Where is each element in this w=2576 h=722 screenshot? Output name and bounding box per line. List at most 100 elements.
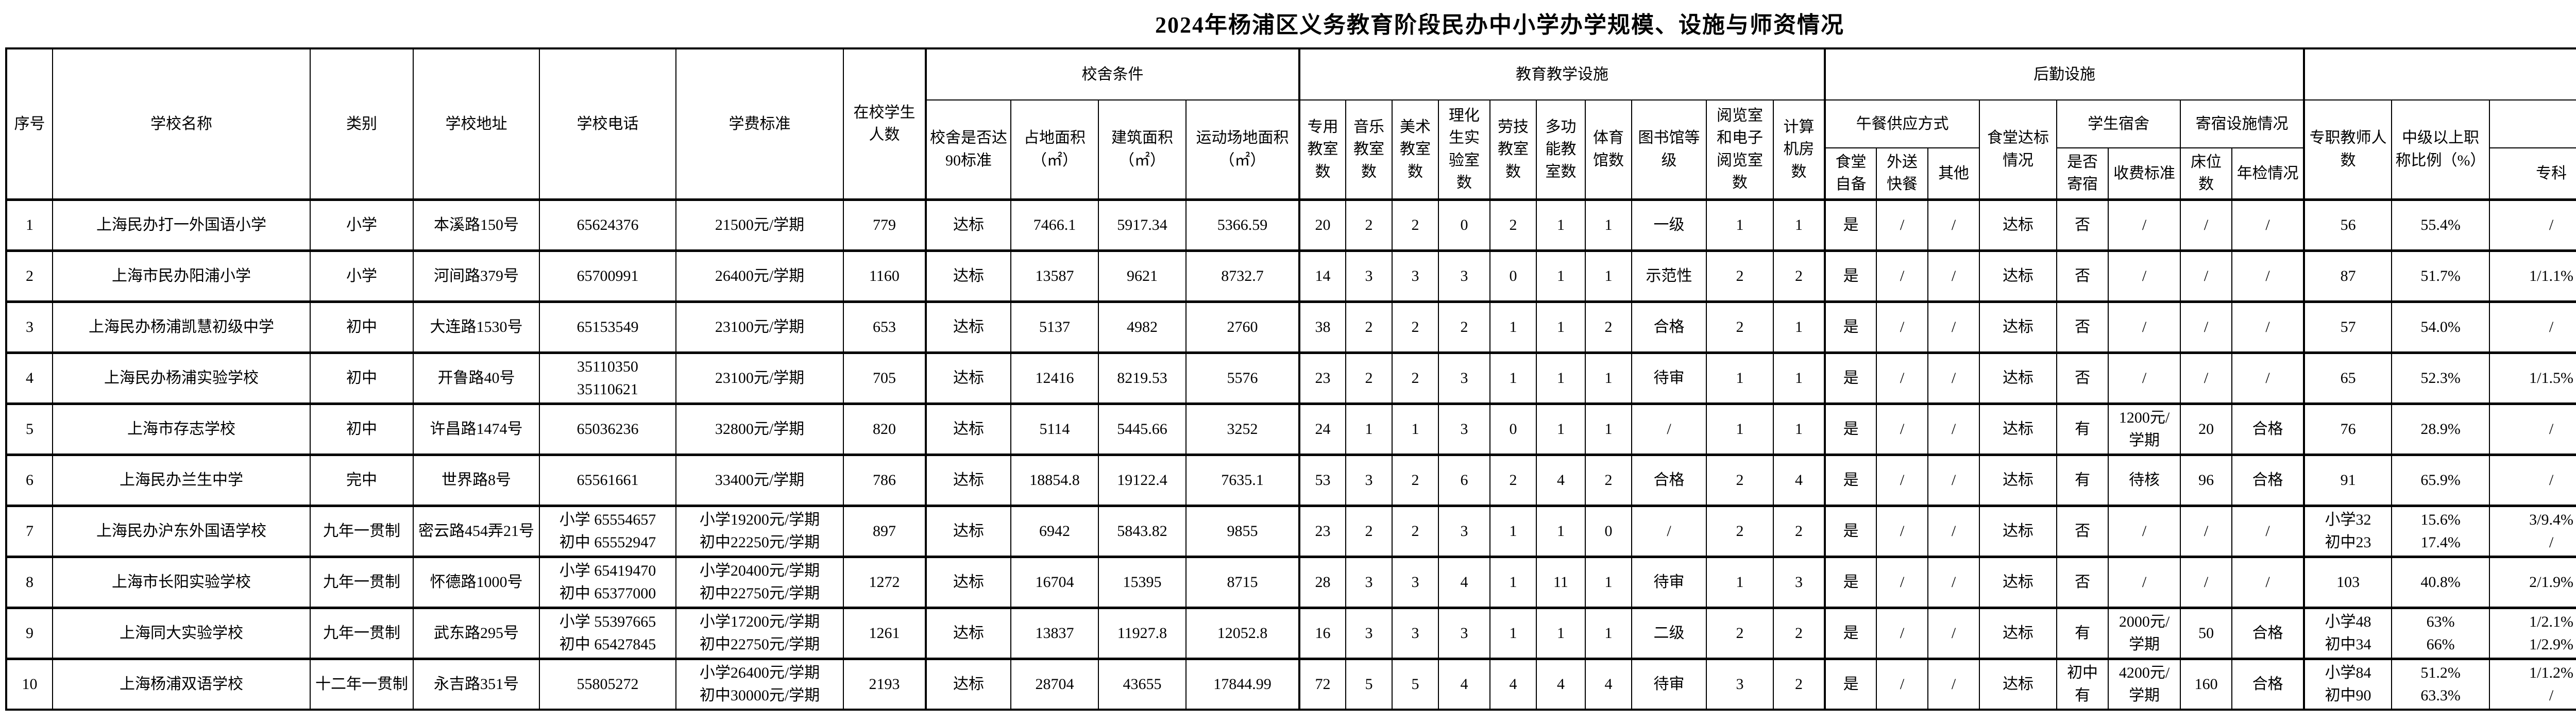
cell: 8715 (1185, 555, 1300, 608)
col-music-rooms: 音乐教室数 (1345, 99, 1393, 200)
col-lunch-other: 其他 (1927, 147, 1980, 200)
cell: 21500元/学期 (675, 198, 844, 251)
cell: 上海市民办阳浦小学 (52, 249, 311, 302)
cell: 5366.59 (1185, 198, 1300, 251)
cell: 小学32 初中23 (2303, 504, 2393, 557)
cell: 否 (2056, 504, 2109, 557)
cell: 3 (6, 300, 53, 353)
cell: 91 (2303, 453, 2393, 506)
cell: 待审 (1631, 657, 1707, 711)
cell: 武东路295号 (413, 606, 540, 659)
cell: 33400元/学期 (675, 453, 844, 506)
cell: 小学17200元/学期 初中22750元/学期 (675, 606, 844, 659)
cell: 7635.1 (1185, 453, 1300, 506)
cell: 1 (1345, 402, 1393, 455)
cell: 达标 (925, 453, 1011, 506)
cell: 否 (2056, 249, 2109, 302)
cell: 1 (1772, 351, 1826, 404)
table-row: 7 上海民办沪东外国语学校 九年一贯制 密云路454弄21号 小学 65554657 初… (6, 504, 2576, 557)
col-floor-area: 建筑面积（㎡） (1098, 99, 1187, 200)
cell: / (2489, 402, 2576, 455)
cell: / (1876, 657, 1929, 711)
cell: 小学26400元/学期 初中30000元/学期 (675, 657, 844, 711)
cell: 1 (1536, 249, 1586, 302)
cell: 40.8% (2391, 555, 2490, 608)
cell: / (2231, 504, 2305, 557)
cell: 2 (1345, 351, 1393, 404)
col-phone: 学校电话 (539, 48, 676, 200)
group-student-dorm: 学生宿舍 (2056, 99, 2181, 148)
cell: / (2489, 300, 2576, 353)
cell: 3 (1706, 657, 1774, 711)
cell: 820 (843, 402, 926, 455)
cell: / (2180, 504, 2233, 557)
cell: / (2231, 198, 2305, 251)
table-row: 5 上海市存志学校 初中 许昌路1474号 65036236 32800元/学期 820 达标… (6, 402, 2576, 455)
cell: 1 (1772, 402, 1826, 455)
cell: 10 (6, 657, 53, 711)
cell: 上海市存志学校 (52, 402, 311, 455)
cell: 达标 (1979, 198, 2058, 251)
table-row: 2 上海市民办阳浦小学 小学 河间路379号 65700991 26400元/学期 1160… (6, 249, 2576, 302)
group-faculty-config: 师资配置 (2303, 48, 2576, 100)
cell: 1 (1489, 300, 1537, 353)
cell: 达标 (1979, 657, 2058, 711)
cell: 50 (2180, 606, 2233, 659)
cell: 6 (1438, 453, 1490, 506)
cell: 2000元/学期 (2108, 606, 2181, 659)
cell: 小学84 初中90 (2303, 657, 2393, 711)
cell: 2 (6, 249, 53, 302)
table-row: 10 上海杨浦双语学校 十二年一贯制 永吉路351号 55805272 小学26400元/… (6, 657, 2576, 711)
cell: 怀德路1000号 (413, 555, 540, 608)
cell: 1/1.5% (2489, 351, 2576, 404)
cell: / (1927, 249, 1980, 302)
cell: 8219.53 (1098, 351, 1187, 404)
cell: / (1927, 198, 1980, 251)
cell: 65.9% (2391, 453, 2490, 506)
cell: 1 (1489, 555, 1537, 608)
cell: 是 (1824, 300, 1877, 353)
col-address: 学校地址 (413, 48, 540, 200)
cell: 65153549 (539, 300, 676, 353)
cell: 4 (6, 351, 53, 404)
cell: 1/1.1% (2489, 249, 2576, 302)
cell: 5114 (1010, 402, 1099, 455)
cell: 是 (1824, 249, 1877, 302)
cell: 初中 (310, 402, 414, 455)
cell: 达标 (1979, 504, 2058, 557)
cell: 16 (1298, 606, 1346, 659)
cell: 28704 (1010, 657, 1099, 711)
cell: 达标 (1979, 300, 2058, 353)
cell: 待核 (2108, 453, 2181, 506)
cell: 2 (1392, 300, 1439, 353)
col-land-area: 占地面积（㎡） (1010, 99, 1099, 200)
cell: 23 (1298, 504, 1346, 557)
cell: 9855 (1185, 504, 1300, 557)
cell: 15395 (1098, 555, 1187, 608)
cell: 1 (1489, 606, 1537, 659)
cell: / (2108, 555, 2181, 608)
col-sports-area: 运动场地面积（㎡） (1185, 99, 1300, 200)
school-data-table: 序号 学校名称 类别 学校地址 学校电话 学费标准 在校学生人数 校舍条件 教育… (5, 47, 2576, 711)
cell: 52.3% (2391, 351, 2490, 404)
group-teaching-facilities: 教育教学设施 (1298, 48, 1826, 100)
cell: 有 (2056, 453, 2109, 506)
cell: / (1631, 504, 1707, 557)
cell: 1 (1585, 555, 1632, 608)
cell: 6 (6, 453, 53, 506)
cell: 1 (6, 198, 53, 251)
cell: 3 (1438, 351, 1490, 404)
cell: 2 (1392, 351, 1439, 404)
cell: / (2231, 249, 2305, 302)
cell: 小学 55397665 初中 65427845 (539, 606, 676, 659)
cell: 35110350 35110621 (539, 351, 676, 404)
cell: 待审 (1631, 351, 1707, 404)
cell: 是 (1824, 555, 1877, 608)
cell: 779 (843, 198, 926, 251)
group-boarding-facility: 寄宿设施情况 (2180, 99, 2305, 148)
cell: 14 (1298, 249, 1346, 302)
cell: 2 (1392, 504, 1439, 557)
cell: 2/1.9% (2489, 555, 2576, 608)
cell: / (2231, 351, 2305, 404)
cell: 2 (1772, 657, 1826, 711)
